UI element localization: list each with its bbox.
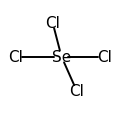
- Text: Se: Se: [52, 50, 71, 64]
- Text: Cl: Cl: [45, 15, 60, 30]
- Text: Cl: Cl: [8, 50, 23, 64]
- Text: Cl: Cl: [98, 50, 112, 64]
- Text: Cl: Cl: [69, 84, 84, 99]
